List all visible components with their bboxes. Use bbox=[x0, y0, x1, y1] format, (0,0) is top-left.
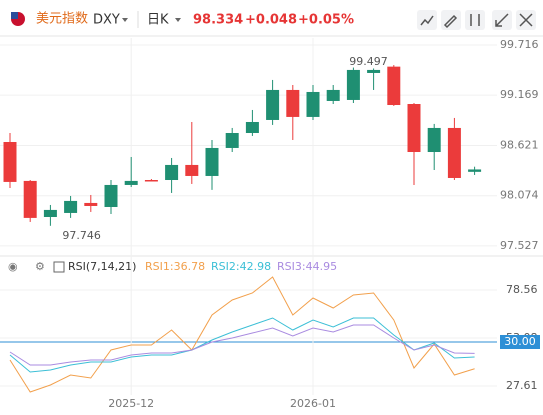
candle-body bbox=[326, 89, 340, 101]
level-label: 30.00 bbox=[504, 335, 536, 348]
candle-body bbox=[64, 200, 78, 213]
symbol[interactable]: DXY bbox=[93, 13, 120, 28]
legend-entry: RSI1:36.78 bbox=[145, 260, 205, 273]
rsi-line bbox=[9, 276, 475, 393]
candle-body bbox=[23, 180, 37, 218]
y-tick-label: 97.527 bbox=[500, 239, 539, 252]
change-pct: +0.05% bbox=[298, 13, 354, 28]
period[interactable]: 日K bbox=[147, 13, 169, 28]
candle-body bbox=[225, 133, 239, 148]
candle-body bbox=[387, 66, 401, 106]
candle-body bbox=[104, 184, 118, 207]
tool-icon bbox=[470, 14, 480, 26]
legend-entry: RSI2:42.98 bbox=[211, 260, 271, 273]
tool-button[interactable] bbox=[417, 10, 437, 30]
dropdown-icon[interactable] bbox=[175, 18, 181, 22]
candle-body bbox=[427, 127, 441, 153]
y-tick-label: 98.621 bbox=[500, 138, 539, 151]
rsi-line bbox=[9, 324, 475, 366]
candle-body bbox=[165, 164, 179, 181]
eye-icon[interactable]: ◉ bbox=[8, 260, 18, 273]
candle-body bbox=[245, 121, 259, 134]
candle-body bbox=[447, 127, 461, 178]
tool-icon bbox=[420, 15, 434, 26]
instrument-name[interactable]: 美元指数 bbox=[36, 12, 88, 27]
candle-body bbox=[84, 202, 98, 206]
settings-icon[interactable]: ⚙ bbox=[35, 260, 45, 273]
x-tick-label: 2026-01 bbox=[290, 397, 336, 410]
flag-icon-canton bbox=[11, 12, 18, 19]
rsi-title: RSI(7,14,21) bbox=[68, 260, 136, 273]
tool-icon bbox=[519, 13, 533, 27]
candle-body bbox=[367, 69, 381, 73]
tool-icon bbox=[443, 14, 458, 29]
price: 98.334 bbox=[193, 13, 243, 28]
y-tick-label: 27.61 bbox=[506, 379, 538, 392]
y-tick-label: 99.716 bbox=[500, 38, 539, 51]
y-tick-label: 78.56 bbox=[506, 283, 538, 296]
candle-body bbox=[407, 103, 421, 153]
candle-body bbox=[3, 142, 17, 182]
candle-body bbox=[205, 147, 219, 176]
max-label: 99.497 bbox=[349, 55, 388, 68]
y-tick-label: 98.074 bbox=[500, 189, 539, 202]
candle-body bbox=[43, 209, 57, 217]
y-tick-label: 99.169 bbox=[500, 88, 539, 101]
rsi-line bbox=[9, 317, 475, 373]
legend-entry: RSI3:44.95 bbox=[277, 260, 337, 273]
tool-icon bbox=[495, 13, 509, 27]
candle-body bbox=[306, 91, 320, 117]
candle-body bbox=[144, 180, 158, 182]
candle-body bbox=[266, 89, 280, 120]
level-label-box bbox=[500, 335, 540, 349]
candle-body bbox=[185, 164, 199, 176]
toolbar bbox=[417, 10, 536, 30]
candle-body bbox=[124, 180, 138, 185]
tool-button[interactable] bbox=[465, 10, 485, 30]
candle-body bbox=[468, 169, 482, 172]
dropdown-icon[interactable] bbox=[122, 18, 128, 22]
x-tick-label: 2025-12 bbox=[108, 397, 154, 410]
candle-body bbox=[346, 69, 360, 100]
tool-icons bbox=[420, 13, 533, 29]
indicator-icon[interactable] bbox=[53, 261, 65, 273]
candle-body bbox=[286, 89, 300, 117]
min-label: 97.746 bbox=[62, 229, 101, 242]
change: +0.048 bbox=[245, 13, 297, 28]
